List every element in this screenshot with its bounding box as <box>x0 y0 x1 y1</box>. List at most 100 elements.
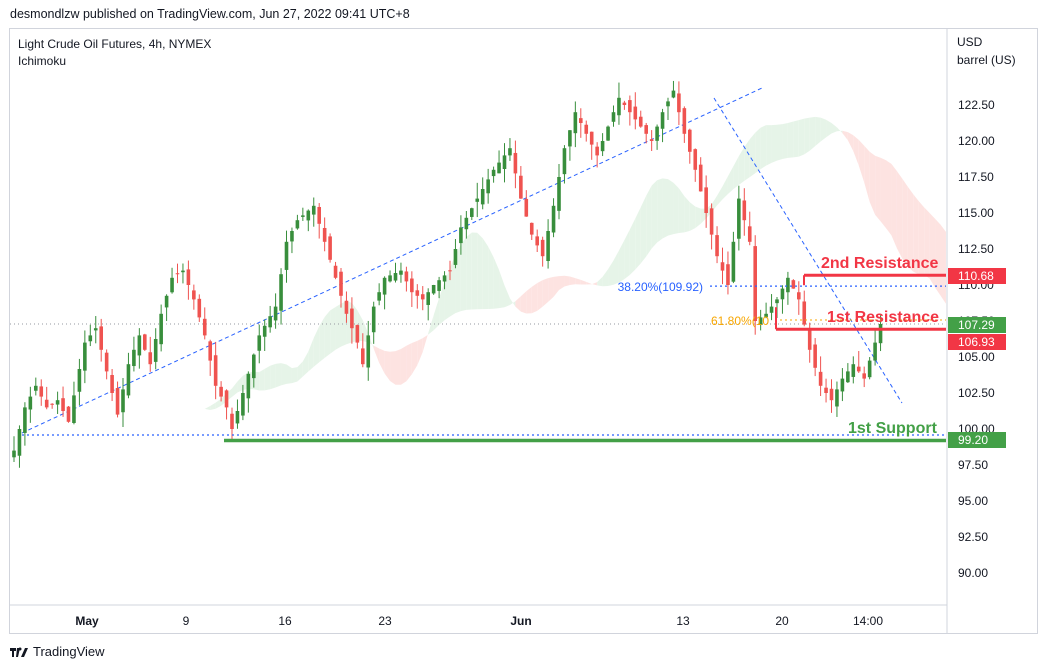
candle-body <box>246 373 251 399</box>
candle <box>252 353 256 388</box>
candle <box>666 97 670 120</box>
cloud-segment <box>646 185 652 257</box>
cloud-segment <box>722 176 728 200</box>
candle <box>628 95 632 126</box>
candle-body <box>453 249 458 265</box>
cloud-segment <box>330 306 336 354</box>
price-tag-first-resistance: 106.93 <box>948 334 1006 350</box>
y-tick-label: 122.50 <box>958 98 995 112</box>
candle-body <box>851 364 856 377</box>
candle <box>34 377 38 396</box>
candle-body <box>404 271 409 282</box>
candle-body <box>132 349 136 367</box>
cloud-segment <box>618 240 625 283</box>
cloud-segment <box>586 281 592 285</box>
cloud-segment <box>727 166 734 194</box>
candle <box>121 378 125 427</box>
candle <box>431 284 436 295</box>
candle-body <box>535 236 539 246</box>
unit-label: barrel (US) <box>957 53 1016 67</box>
candle <box>568 130 572 161</box>
candle-body <box>382 277 387 295</box>
candle <box>344 291 349 323</box>
candle-body <box>698 164 703 192</box>
candle <box>132 336 136 372</box>
candle <box>840 368 845 402</box>
candle <box>382 276 387 310</box>
candle <box>219 381 223 402</box>
cloud-segment <box>907 186 914 272</box>
cloud-segment <box>913 194 919 275</box>
cloud-segment <box>559 275 565 291</box>
cloud-segment <box>798 118 805 157</box>
candle-body <box>344 300 349 314</box>
cloud-segment <box>804 117 810 155</box>
candle-body <box>28 396 33 410</box>
candle-body <box>153 339 158 362</box>
chart-frame[interactable] <box>9 28 1038 634</box>
footer-brand[interactable]: TradingView <box>10 644 105 659</box>
candle <box>546 219 550 269</box>
candle <box>44 386 49 410</box>
symbol-title[interactable]: Light Crude Oil Futures, 4h, NYMEX <box>18 37 212 51</box>
candle-body <box>562 148 567 175</box>
candle <box>371 301 376 344</box>
cloud-segment <box>204 405 211 411</box>
candle <box>148 336 153 372</box>
candle-body <box>758 317 763 325</box>
cloud-segment <box>749 132 756 178</box>
candle <box>246 371 251 413</box>
candle-body <box>202 318 207 336</box>
candle <box>715 226 719 264</box>
cloud-segment <box>422 333 429 352</box>
candle-body <box>693 149 698 170</box>
candle-body <box>818 371 823 386</box>
price-tag-last-price: 107.29 <box>948 317 1006 333</box>
y-tick-label: 92.50 <box>958 530 988 544</box>
candle-body <box>34 385 38 391</box>
candle-body <box>148 352 153 365</box>
candle <box>617 82 621 125</box>
candle <box>181 263 185 284</box>
candle-body <box>235 411 240 424</box>
candle-body <box>677 93 681 113</box>
candle-body <box>764 313 768 318</box>
cloud-segment <box>439 282 445 325</box>
candle <box>835 381 839 417</box>
candle-body <box>61 398 65 411</box>
cloud-segment <box>624 229 630 280</box>
cloud-segment <box>564 275 570 287</box>
candle-body <box>355 325 360 343</box>
candle <box>290 227 294 254</box>
candle <box>241 384 245 421</box>
cloud-segment <box>580 279 587 285</box>
cloud-segment <box>553 276 559 297</box>
candle <box>393 262 398 283</box>
candle <box>202 307 207 340</box>
candle-body <box>442 275 447 282</box>
candle-body <box>638 116 643 127</box>
candle-body <box>660 112 665 129</box>
falling-trendline <box>713 97 903 404</box>
cloud-segment <box>411 340 418 375</box>
y-tick-label: 102.50 <box>958 386 995 400</box>
candle <box>611 105 616 127</box>
candle <box>99 318 103 362</box>
candle <box>257 324 262 364</box>
candle-body <box>557 177 561 211</box>
cloud-segment <box>613 250 619 285</box>
candle <box>12 436 16 463</box>
candle <box>72 381 76 425</box>
rising-trendline <box>21 87 763 434</box>
candle <box>486 168 490 204</box>
candle <box>208 339 212 376</box>
candle-body <box>143 334 147 350</box>
candle-body <box>529 222 534 235</box>
cloud-segment <box>640 195 647 264</box>
candle <box>867 357 872 380</box>
cloud-segment <box>406 343 412 382</box>
indicator-name[interactable]: Ichimoku <box>18 54 67 68</box>
candle <box>524 190 529 217</box>
fib-61-label: 61.80%(10 <box>711 314 769 328</box>
